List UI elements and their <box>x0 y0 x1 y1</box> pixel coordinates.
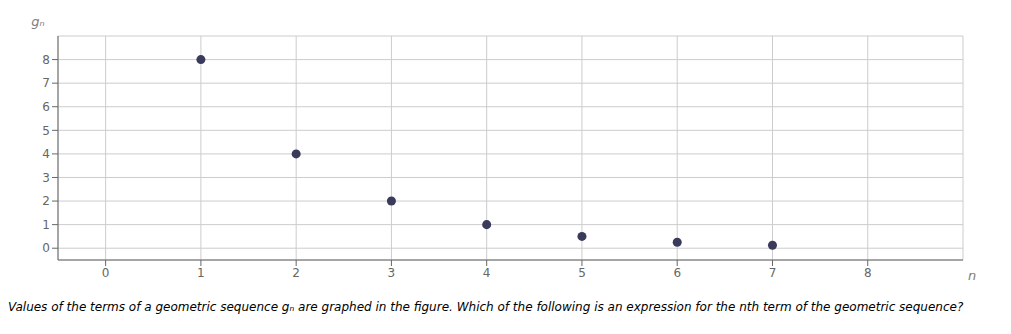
svg-text:n: n <box>968 268 976 283</box>
svg-text:8: 8 <box>42 53 50 67</box>
svg-text:0: 0 <box>102 266 110 280</box>
svg-text:7: 7 <box>42 76 50 90</box>
svg-text:1: 1 <box>42 218 50 232</box>
svg-text:gₙ: gₙ <box>31 14 44 29</box>
svg-text:6: 6 <box>42 100 50 114</box>
svg-text:0: 0 <box>42 241 50 255</box>
svg-text:3: 3 <box>42 171 50 185</box>
svg-text:5: 5 <box>42 124 50 138</box>
svg-text:5: 5 <box>578 266 586 280</box>
svg-text:2: 2 <box>42 194 50 208</box>
svg-text:1: 1 <box>197 266 205 280</box>
svg-text:4: 4 <box>483 266 491 280</box>
svg-text:7: 7 <box>769 266 777 280</box>
svg-text:4: 4 <box>42 147 50 161</box>
svg-text:3: 3 <box>388 266 396 280</box>
html-text:Values of the terms of a geome: Values of the terms of a geometric seque… <box>8 300 964 314</box>
svg-text:8: 8 <box>864 266 872 280</box>
svg-text:2: 2 <box>292 266 300 280</box>
svg-text:6: 6 <box>673 266 681 280</box>
